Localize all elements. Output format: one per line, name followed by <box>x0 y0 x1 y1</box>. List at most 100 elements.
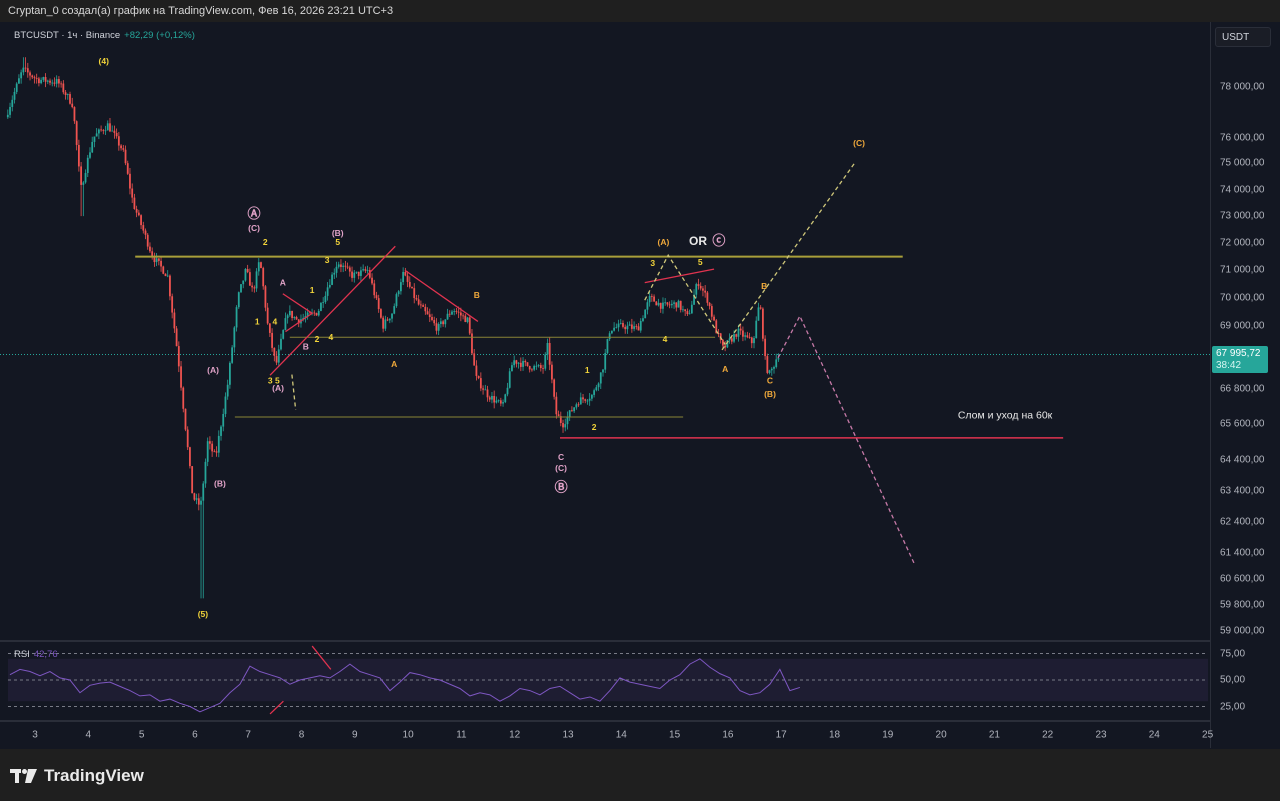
candle-body <box>180 366 182 388</box>
candle-body <box>9 106 11 115</box>
candle-body <box>382 317 385 329</box>
price-axis[interactable] <box>1210 22 1280 748</box>
candle-body <box>340 264 342 267</box>
time-tick: 8 <box>298 729 305 741</box>
candle-body <box>335 266 338 273</box>
candle-body <box>53 82 56 84</box>
candle-body <box>539 365 542 369</box>
candle-body <box>155 258 158 263</box>
candle-body <box>702 288 704 291</box>
candle-body <box>137 212 140 216</box>
candle-body <box>13 91 16 100</box>
candle-body <box>131 188 134 198</box>
time-tick: 6 <box>192 729 198 741</box>
trendline <box>644 268 715 284</box>
wave-label: (A) <box>658 237 670 247</box>
candle-body <box>364 269 367 271</box>
candle-body <box>75 121 78 145</box>
candle-body <box>668 304 671 306</box>
candle-body <box>288 310 291 316</box>
candle-body <box>195 498 198 500</box>
wave-label: (4) <box>99 56 110 66</box>
candle-body <box>486 389 489 398</box>
rsi-value: 42,76 <box>33 649 58 660</box>
price-pane <box>0 22 1210 640</box>
candle-body <box>642 318 644 322</box>
candle-body <box>42 77 45 80</box>
candle-body <box>459 312 462 316</box>
candle-body <box>488 397 491 400</box>
candle-body <box>86 157 89 173</box>
candle-body <box>528 365 531 370</box>
candle-body <box>724 345 727 348</box>
candle-body <box>95 133 98 137</box>
candle-body <box>84 172 87 183</box>
price-tick: 59 000,00 <box>1220 625 1265 637</box>
candle-body <box>213 451 216 453</box>
candle-body <box>750 337 753 344</box>
candle-body <box>18 78 20 84</box>
tradingview-logo[interactable]: TradingView <box>10 766 144 786</box>
candle-body <box>644 309 647 319</box>
candle-body <box>197 498 200 505</box>
wave-label: 3 <box>325 255 330 265</box>
time-tick: 17 <box>775 729 787 741</box>
candle-body <box>742 330 744 337</box>
candle-body <box>302 317 305 320</box>
currency-button[interactable]: USDT <box>1215 27 1271 47</box>
symbol-info[interactable]: BTCUSDT · 1ч · Binance <box>14 30 121 41</box>
candle-body <box>69 94 71 104</box>
candle-body <box>348 267 351 272</box>
candle-body <box>590 394 593 399</box>
wave-label: 5 <box>335 237 340 247</box>
rsi-trendline <box>311 645 332 670</box>
candle-body <box>57 79 60 84</box>
candle-body <box>166 275 169 277</box>
candle-body <box>693 294 695 305</box>
time-tick: 16 <box>722 729 734 741</box>
candle-body <box>766 356 769 373</box>
candle-body <box>308 312 311 314</box>
candle-body <box>317 310 320 316</box>
candle-body <box>388 318 391 321</box>
candle-body <box>768 370 771 373</box>
candle-body <box>599 372 602 384</box>
candle-body <box>699 285 702 289</box>
candle-body <box>31 75 34 78</box>
candle-body <box>333 272 336 275</box>
candle-body <box>551 364 553 380</box>
candle-body <box>606 339 609 353</box>
candle-body <box>402 271 405 283</box>
candle-body <box>448 313 451 315</box>
candle-body <box>304 316 307 318</box>
price-tick: 61 400,00 <box>1220 547 1265 559</box>
candle-body <box>33 77 36 79</box>
candle-body <box>417 299 420 305</box>
candle-body <box>175 328 178 347</box>
candle-body <box>204 461 207 484</box>
time-tick: 20 <box>935 729 947 741</box>
wave-label: ⓒ <box>712 233 725 248</box>
rsi-title[interactable]: RSI <box>14 649 30 660</box>
trendline <box>404 269 479 322</box>
candle-body <box>586 400 589 402</box>
wave-label: 3 5 <box>268 375 280 385</box>
candle-body <box>462 315 464 317</box>
candle-body <box>439 321 442 325</box>
price-tick: 78 000,00 <box>1220 81 1265 93</box>
time-tick: 21 <box>988 729 1000 741</box>
rsi-legend: RSI 42,76 <box>14 649 58 660</box>
candle-body <box>519 362 522 367</box>
candle-body <box>360 270 362 276</box>
candle-body <box>597 383 600 388</box>
candle-body <box>777 358 780 360</box>
candle-body <box>733 334 735 342</box>
candle-body <box>273 347 276 356</box>
candle-body <box>246 268 249 273</box>
candle-body <box>770 368 773 371</box>
candle-body <box>80 166 83 185</box>
candle-body <box>468 317 471 334</box>
time-tick: 12 <box>509 729 521 741</box>
candle-body <box>502 402 504 404</box>
